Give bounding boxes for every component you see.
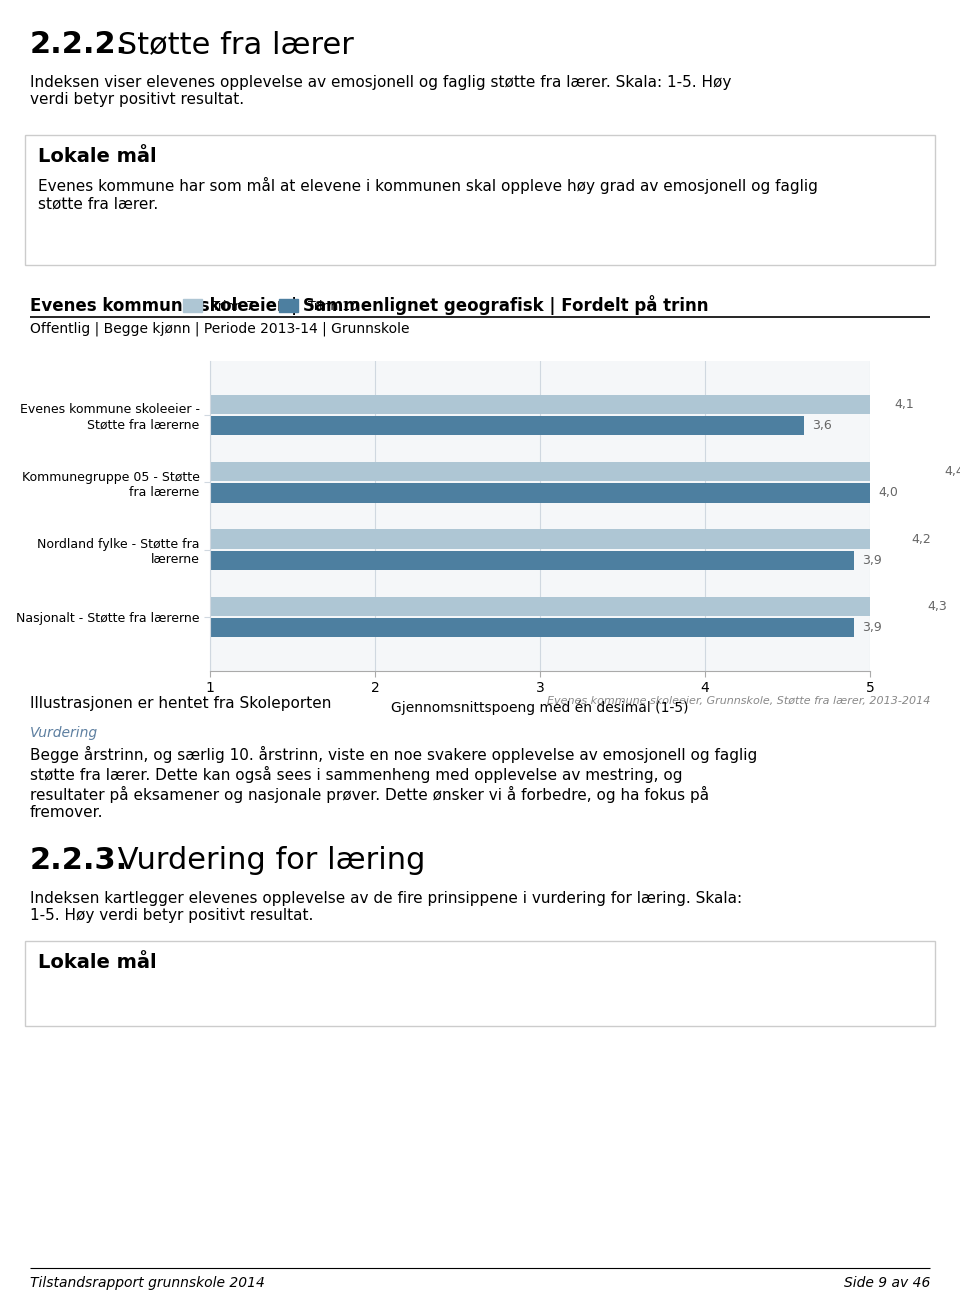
Bar (210, 597, 920, 617)
Text: Illustrasjonen er hentet fra Skoleporten: Illustrasjonen er hentet fra Skoleporten (30, 696, 331, 711)
Text: 4,4: 4,4 (945, 465, 960, 478)
Bar (210, 394, 886, 414)
Legend: Trinn 7, Trinn 10: Trinn 7, Trinn 10 (183, 298, 358, 313)
Bar (210, 551, 853, 571)
Text: Lokale mål: Lokale mål (38, 147, 156, 166)
Bar (210, 529, 903, 548)
Text: Støtte fra lærer: Støtte fra lærer (108, 30, 354, 59)
Text: Vurdering for læring: Vurdering for læring (108, 846, 425, 874)
Text: Evenes kommune har som mål at elevene i kommunen skal oppleve høy grad av emosjo: Evenes kommune har som mål at elevene i … (38, 177, 818, 212)
FancyBboxPatch shape (25, 135, 935, 264)
Text: Indeksen viser elevenes opplevelse av emosjonell og faglig støtte fra lærer. Ska: Indeksen viser elevenes opplevelse av em… (30, 75, 732, 107)
FancyBboxPatch shape (25, 941, 935, 1026)
Text: 4,1: 4,1 (895, 398, 915, 411)
Text: Side 9 av 46: Side 9 av 46 (844, 1276, 930, 1289)
Text: 4,3: 4,3 (927, 600, 948, 613)
Text: Evenes kommune skoleeier | Sammenlignet geografisk | Fordelt på trinn: Evenes kommune skoleeier | Sammenlignet … (30, 295, 708, 315)
Text: Vurdering: Vurdering (30, 726, 98, 740)
Bar (210, 618, 853, 637)
Text: 3,6: 3,6 (812, 419, 832, 432)
Text: Indeksen kartlegger elevenes opplevelse av de fire prinsippene i vurdering for l: Indeksen kartlegger elevenes opplevelse … (30, 891, 742, 923)
Bar (210, 462, 936, 482)
Bar (210, 483, 870, 503)
Text: 3,9: 3,9 (862, 622, 881, 635)
Text: Lokale mål: Lokale mål (38, 953, 156, 973)
X-axis label: Gjennomsnittspoeng med én desimal (1-5): Gjennomsnittspoeng med én desimal (1-5) (392, 702, 688, 716)
Text: 4,0: 4,0 (878, 487, 899, 500)
Text: 4,2: 4,2 (911, 533, 931, 546)
Bar (210, 416, 804, 436)
Text: Tilstandsrapport grunnskole 2014: Tilstandsrapport grunnskole 2014 (30, 1276, 265, 1289)
Text: Begge årstrinn, og særlig 10. årstrinn, viste en noe svakere opplevelse av emosj: Begge årstrinn, og særlig 10. årstrinn, … (30, 746, 757, 819)
Text: 2.2.3.: 2.2.3. (30, 846, 129, 874)
Text: 2.2.2.: 2.2.2. (30, 30, 129, 59)
Text: Offentlig | Begge kjønn | Periode 2013-14 | Grunnskole: Offentlig | Begge kjønn | Periode 2013-1… (30, 321, 410, 335)
Text: 3,9: 3,9 (862, 554, 881, 567)
Text: Evenes kommune skoleeier, Grunnskole, Støtte fra lærer, 2013-2014: Evenes kommune skoleeier, Grunnskole, St… (546, 696, 930, 706)
